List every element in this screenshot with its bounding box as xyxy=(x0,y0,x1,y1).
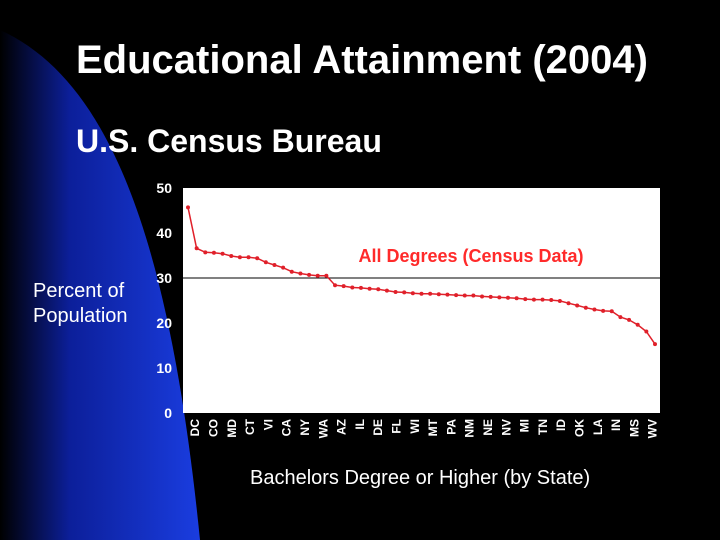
data-point xyxy=(384,288,389,293)
data-point xyxy=(497,295,502,300)
data-point xyxy=(592,307,597,312)
data-point xyxy=(298,271,303,276)
x-tick-label: OK xyxy=(572,419,586,437)
data-point xyxy=(194,246,199,251)
x-tick-label: NY xyxy=(298,419,312,436)
x-tick-label: MI xyxy=(518,419,532,432)
data-point xyxy=(324,273,329,278)
data-point xyxy=(358,285,363,290)
x-tick-label: MS xyxy=(627,419,641,437)
plot-area xyxy=(183,188,660,413)
x-tick-label: FL xyxy=(389,419,403,434)
data-point xyxy=(367,286,372,291)
x-tick-label: NM xyxy=(463,419,477,438)
data-point xyxy=(203,250,208,255)
data-point xyxy=(653,342,657,347)
y-tick-label: 40 xyxy=(156,225,172,241)
y-axis-ticks: 0 10 20 30 40 50 xyxy=(156,180,172,421)
data-point xyxy=(566,301,571,306)
data-point xyxy=(211,250,216,255)
data-point xyxy=(376,287,381,292)
x-tick-label: WV xyxy=(646,419,660,438)
data-point xyxy=(272,262,277,267)
data-point xyxy=(635,322,640,327)
data-point xyxy=(454,293,459,298)
y-tick-label: 20 xyxy=(156,315,172,331)
data-point xyxy=(419,291,424,296)
x-tick-label: MD xyxy=(225,419,239,438)
data-point xyxy=(627,317,632,322)
slide-title: Educational Attainment (2004) xyxy=(76,38,648,82)
y-tick-label: 0 xyxy=(164,405,172,421)
data-point xyxy=(237,255,242,260)
data-point xyxy=(462,293,467,298)
data-point xyxy=(514,296,519,301)
data-point xyxy=(618,315,623,320)
x-tick-label: MT xyxy=(426,418,440,436)
data-point xyxy=(531,297,536,302)
data-point xyxy=(350,285,355,290)
x-tick-label: DC xyxy=(188,419,202,437)
data-point xyxy=(246,255,251,260)
data-point xyxy=(281,265,286,270)
data-point xyxy=(402,290,407,295)
data-point xyxy=(229,253,234,258)
data-point xyxy=(333,283,338,288)
data-point xyxy=(410,291,415,296)
x-tick-label: VI xyxy=(261,419,275,430)
x-tick-label: CO xyxy=(206,419,220,437)
data-point xyxy=(505,295,510,300)
x-tick-label: WA xyxy=(316,419,330,439)
x-tick-label: LA xyxy=(591,419,605,435)
data-point xyxy=(583,305,588,310)
data-point xyxy=(540,297,545,302)
y-tick-label: 50 xyxy=(156,180,172,196)
x-tick-label: WI xyxy=(408,419,422,434)
x-tick-label: DE xyxy=(371,419,385,436)
data-point xyxy=(471,293,476,298)
x-tick-label: IL xyxy=(353,419,367,430)
x-tick-label: IN xyxy=(609,419,623,431)
data-point xyxy=(549,298,554,303)
data-point xyxy=(523,297,528,302)
data-point xyxy=(307,272,312,277)
data-point xyxy=(428,291,433,296)
x-tick-label: PA xyxy=(444,419,458,435)
x-axis-label: Bachelors Degree or Higher (by State) xyxy=(250,467,591,489)
x-tick-label: NV xyxy=(499,419,513,436)
x-tick-label: CA xyxy=(280,419,294,437)
y-tick-label: 10 xyxy=(156,360,172,376)
data-point xyxy=(220,251,225,256)
y-axis-label: Percent of Population xyxy=(33,280,128,327)
x-tick-label: TN xyxy=(536,419,550,435)
x-tick-label: ID xyxy=(554,419,568,431)
x-tick-label: NE xyxy=(481,419,495,436)
slide-subtitle: U.S. Census Bureau xyxy=(76,123,382,159)
data-point xyxy=(436,292,441,297)
data-point xyxy=(488,294,493,299)
data-point xyxy=(315,273,320,278)
data-point xyxy=(601,308,606,313)
series-points xyxy=(186,205,657,347)
data-point xyxy=(480,294,485,299)
data-point xyxy=(609,309,614,314)
data-point xyxy=(445,292,450,297)
data-point xyxy=(263,260,268,265)
data-point xyxy=(557,298,562,303)
x-tick-label: CT xyxy=(243,418,257,435)
data-point xyxy=(341,284,346,289)
data-point xyxy=(644,329,649,334)
data-point xyxy=(393,289,398,294)
data-point xyxy=(289,269,294,274)
data-point xyxy=(255,256,260,261)
legend-label: All Degrees (Census Data) xyxy=(358,246,583,266)
x-tick-label: AZ xyxy=(335,419,349,435)
y-tick-label: 30 xyxy=(156,270,172,286)
x-axis-ticks: DC CO MD CT VI CA NY WA AZ IL DE FL WI MT PA NM NE NV MI TN… xyxy=(188,418,660,438)
data-point xyxy=(575,303,580,308)
data-point xyxy=(186,205,190,210)
